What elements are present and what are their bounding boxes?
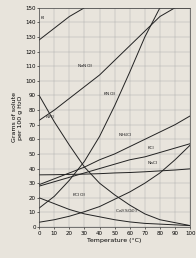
Text: KNO$_3$: KNO$_3$ xyxy=(103,90,116,98)
Text: NaCl: NaCl xyxy=(148,161,158,165)
Text: KClO$_3$: KClO$_3$ xyxy=(72,191,87,199)
Text: NH$_3$: NH$_3$ xyxy=(45,114,55,121)
Text: KI: KI xyxy=(41,16,45,20)
Text: KCl: KCl xyxy=(148,146,155,150)
Text: NaNO$_3$: NaNO$_3$ xyxy=(77,62,93,70)
Text: NH$_4$Cl: NH$_4$Cl xyxy=(118,131,132,139)
Y-axis label: Grams of solute
per 100 g H₂O: Grams of solute per 100 g H₂O xyxy=(12,92,23,142)
X-axis label: Temperature (°C): Temperature (°C) xyxy=(87,238,142,243)
Text: Ce$_2$(SO$_4$)$_3$: Ce$_2$(SO$_4$)$_3$ xyxy=(115,207,138,215)
